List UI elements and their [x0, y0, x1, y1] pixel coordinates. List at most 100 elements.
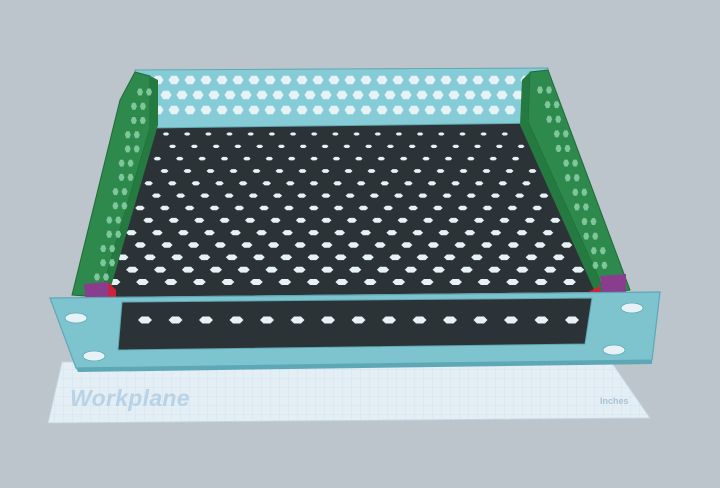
hex-perforation-icon — [524, 217, 535, 223]
hex-perforation-icon — [224, 90, 236, 100]
hex-perforation-icon — [400, 90, 412, 100]
hex-perforation-icon — [127, 173, 134, 181]
faceplate-window-perforation — [138, 316, 579, 324]
front-faceplate[interactable] — [49, 291, 661, 372]
hex-perforation-icon — [427, 242, 439, 248]
hex-perforation-icon — [250, 279, 263, 285]
hex-perforation-icon — [221, 279, 235, 285]
workplane[interactable] — [47, 359, 651, 424]
hex-perforation-icon — [408, 75, 420, 85]
hex-perforation-icon — [184, 105, 196, 115]
hex-perforation-icon — [507, 205, 518, 211]
hex-perforation-icon — [106, 230, 113, 238]
hex-perforation-icon — [290, 316, 305, 324]
hex-perforation-icon — [367, 169, 376, 173]
hex-perforation-icon — [152, 230, 163, 236]
hex-perforation-icon — [264, 105, 276, 115]
hex-perforation-icon — [115, 230, 122, 238]
hex-perforation-icon — [178, 230, 189, 236]
hex-perforation-icon — [241, 242, 253, 248]
hex-perforation-icon — [368, 90, 380, 100]
hex-perforation-icon — [130, 117, 137, 124]
hex-perforation-icon — [144, 254, 156, 261]
hex-perforation-icon — [205, 132, 212, 136]
hex-perforation-icon — [347, 242, 360, 248]
hex-perforation-icon — [278, 144, 285, 148]
hex-perforation-icon — [333, 205, 344, 211]
left-side-panel[interactable] — [71, 71, 158, 298]
hex-perforation-icon — [256, 144, 264, 148]
hex-perforation-icon — [423, 217, 434, 223]
hex-perforation-icon — [448, 217, 459, 223]
hex-perforation-icon — [321, 193, 331, 198]
hex-perforation-icon — [372, 217, 383, 223]
hex-perforation-icon — [416, 254, 429, 261]
hex-perforation-icon — [309, 181, 319, 186]
hex-perforation-icon — [534, 242, 546, 248]
hex-perforation-icon — [260, 316, 274, 324]
hex-perforation-icon — [408, 144, 416, 148]
hex-perforation-icon — [270, 217, 281, 223]
hex-perforation-icon — [555, 115, 562, 123]
hex-perforation-icon — [168, 75, 180, 85]
hex-perforation-icon — [433, 205, 443, 211]
hex-perforation-icon — [412, 230, 424, 236]
hex-perforation-icon — [440, 105, 452, 115]
hex-perforation-icon — [100, 259, 107, 267]
hex-perforation-icon — [438, 132, 445, 136]
hex-perforation-icon — [477, 279, 491, 285]
hex-perforation-icon — [345, 193, 355, 198]
enclosure-floor[interactable] — [100, 122, 600, 297]
hex-perforation-icon — [212, 144, 220, 148]
back-panel-perforation — [152, 75, 540, 115]
hex-perforation-icon — [442, 193, 452, 198]
hex-perforation-icon — [599, 247, 606, 255]
hex-perforation-icon — [168, 181, 177, 186]
hex-perforation-icon — [200, 105, 212, 115]
hex-perforation-icon — [294, 242, 306, 248]
hex-perforation-icon — [135, 205, 145, 211]
hex-perforation-icon — [133, 145, 140, 153]
hex-perforation-icon — [272, 90, 284, 100]
hex-perforation-icon — [432, 266, 445, 273]
hex-perforation-icon — [498, 254, 511, 261]
hex-perforation-icon — [563, 279, 576, 285]
hex-perforation-icon — [121, 202, 128, 210]
hex-perforation-icon — [572, 159, 579, 167]
hex-perforation-icon — [247, 132, 254, 136]
back-panel[interactable] — [134, 67, 549, 129]
hex-perforation-icon — [248, 193, 258, 198]
hex-perforation-icon — [344, 105, 356, 115]
hex-perforation-icon — [194, 217, 205, 223]
hex-perforation-icon — [335, 279, 349, 285]
hex-perforation-icon — [360, 105, 372, 115]
hex-perforation-icon — [537, 86, 543, 94]
hex-perforation-icon — [118, 173, 125, 181]
hex-perforation-icon — [382, 316, 396, 324]
hex-perforation-icon — [321, 144, 329, 148]
hex-perforation-icon — [392, 105, 404, 115]
hex-perforation-icon — [229, 169, 238, 173]
hex-perforation-icon — [506, 279, 519, 285]
hex-perforation-icon — [103, 273, 109, 281]
hex-perforation-icon — [413, 169, 422, 173]
hex-perforation-icon — [498, 181, 508, 186]
hex-perforation-icon — [169, 144, 176, 148]
hex-perforation-icon — [343, 144, 351, 148]
hex-perforation-icon — [134, 242, 146, 248]
hex-perforation-icon — [333, 181, 342, 186]
hex-perforation-icon — [308, 230, 319, 236]
hex-perforation-icon — [522, 181, 531, 186]
hex-perforation-icon — [365, 144, 373, 148]
hex-perforation-icon — [452, 144, 460, 148]
hex-perforation-icon — [488, 105, 500, 115]
hex-perforation-icon — [200, 75, 212, 85]
hex-perforation-icon — [376, 75, 388, 85]
hex-perforation-icon — [295, 217, 306, 223]
hex-perforation-icon — [449, 279, 462, 285]
hex-perforation-icon — [138, 316, 152, 324]
hex-perforation-icon — [310, 156, 318, 161]
hex-perforation-icon — [590, 247, 597, 255]
